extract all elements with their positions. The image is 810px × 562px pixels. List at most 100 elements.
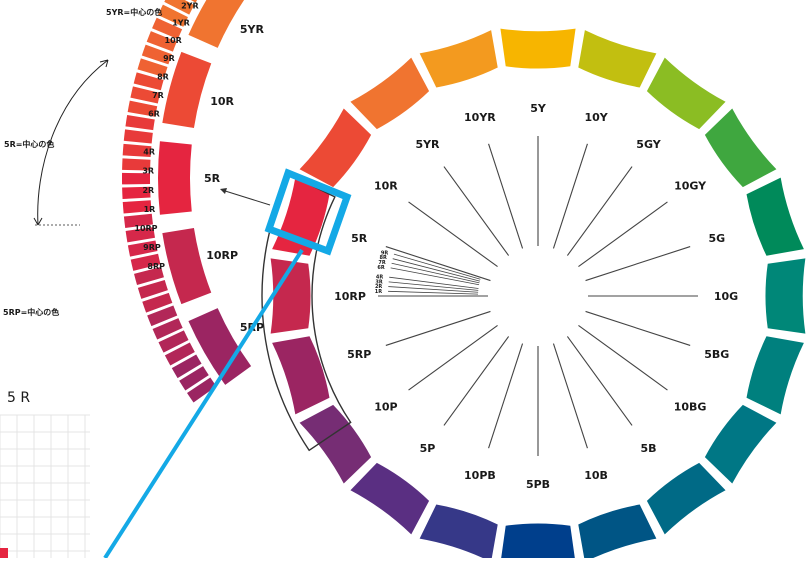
wheel-segment-5gy xyxy=(646,57,726,130)
sub-label-4r: 4R xyxy=(376,274,383,280)
sub-tick-9r xyxy=(393,253,481,280)
inset-strip xyxy=(133,72,164,91)
inset-small-label-1yr: 1YR xyxy=(172,18,190,27)
wheel-label-5yr: 5YR xyxy=(415,138,440,151)
wheel-segment-10gy xyxy=(704,108,777,188)
wheel-label-10gy: 10GY xyxy=(674,179,707,192)
highlight-marker xyxy=(103,168,352,560)
wheel-segment-5bg xyxy=(746,336,804,415)
spoke-5rp xyxy=(385,310,491,346)
inset-strip xyxy=(122,186,151,199)
spoke-10p xyxy=(408,324,498,391)
wheel-segment-5rp xyxy=(272,336,330,415)
wheel-label-10r: 10R xyxy=(374,179,398,192)
wheel-label-10g: 10G xyxy=(714,290,738,303)
sub-label-3r: 3R xyxy=(375,279,382,285)
inset-small-label-9rp: 9RP xyxy=(143,243,161,252)
wheel-label-5r: 5R xyxy=(351,232,368,245)
wheel-label-10b: 10B xyxy=(584,469,608,482)
spoke-10bg xyxy=(578,324,668,391)
inset-bottom-note: 5RP=中心の色 xyxy=(3,307,59,317)
spoke-10pb xyxy=(488,343,524,449)
inset-strip xyxy=(127,100,158,117)
wheel-segment-10yr xyxy=(419,30,498,88)
wheel-label-5g: 5G xyxy=(708,232,725,245)
spoke-5p xyxy=(443,336,510,426)
inset-strip xyxy=(123,213,153,228)
wheel-label-5rp: 5RP xyxy=(347,348,371,361)
spoke-5bg xyxy=(585,310,691,346)
sub-label-1r: 1R xyxy=(375,289,382,295)
inset-strip xyxy=(146,31,177,52)
wheel-label-5b: 5B xyxy=(640,442,656,455)
wheel-label-10pb: 10PB xyxy=(464,469,496,482)
inset-label-5r: 5R xyxy=(204,172,221,185)
wheel-segment-10r xyxy=(299,108,372,188)
inset-strip xyxy=(137,58,168,78)
wheel-segment-5y xyxy=(500,28,576,69)
spoke-5gy xyxy=(566,166,633,256)
inset-strip xyxy=(142,292,173,313)
color-swatch xyxy=(0,548,8,558)
inset-strip xyxy=(157,4,188,27)
inset-small-label-8rp: 8RP xyxy=(147,262,165,271)
inset-small-label-2r: 2R xyxy=(142,186,154,195)
wheel-segment-5g xyxy=(746,177,804,256)
inset-strip xyxy=(122,158,151,171)
arrow-head xyxy=(220,188,227,194)
inset-small-label-6r: 6R xyxy=(148,110,160,119)
spoke-10r xyxy=(408,201,498,268)
wheel-label-5pb: 5PB xyxy=(526,478,550,491)
inset-label-5yr: 5YR xyxy=(240,23,265,36)
inset-strip xyxy=(164,0,195,15)
wheel-label-5p: 5P xyxy=(420,442,436,455)
spoke-10gy xyxy=(578,201,668,268)
inset-range-arrow xyxy=(37,59,109,226)
hue-wheel-labels: 5Y 10Y 5GY 10GY 5G 10G 5BG 10BG 5B 10B 5PB 10PB 5P 10… xyxy=(334,102,738,491)
arrow-line xyxy=(221,189,271,206)
inset-small-label-10r: 10R xyxy=(165,36,182,45)
inset-strip xyxy=(127,240,158,257)
wheel-label-5gy: 5GY xyxy=(636,138,661,151)
wheel-segment-10bg xyxy=(704,404,777,484)
inset-strip xyxy=(190,0,198,3)
sub-tick-8r xyxy=(392,258,480,282)
sub-tick-3r xyxy=(388,281,479,291)
sub-tick-7r xyxy=(391,262,480,284)
inset-strip xyxy=(171,354,202,379)
inset-strip xyxy=(152,318,183,340)
inset-strip xyxy=(152,17,183,40)
spoke-5g xyxy=(585,246,691,282)
inset-segment-10rp xyxy=(162,228,212,305)
inset-strip xyxy=(130,86,161,104)
wheel-label-10rp: 10RP xyxy=(334,290,366,303)
sub-tick-6r xyxy=(390,267,480,286)
highlight-line xyxy=(103,248,304,560)
highlight-square xyxy=(264,168,352,256)
inset-small-label-2yr: 2YR xyxy=(181,1,199,10)
sub-label-9r: 9R xyxy=(381,250,388,256)
wheel-segment-10y xyxy=(578,30,657,88)
inset-strip xyxy=(164,342,195,366)
sub-label-2r: 2R xyxy=(375,284,382,290)
inset-small-label-1r: 1R xyxy=(144,205,156,214)
sub-label-8r: 8R xyxy=(380,255,387,261)
sub-label-6r: 6R xyxy=(377,265,384,271)
inset-strip xyxy=(130,253,161,271)
wheel-segment-10rp xyxy=(270,258,311,334)
wheel-segment-5p xyxy=(350,462,430,535)
inset-segment-5yr xyxy=(188,0,245,48)
spoke-5yr xyxy=(443,166,510,256)
inset-small-label-9r: 9R xyxy=(163,54,175,63)
wheel-label-10y: 10Y xyxy=(584,111,608,124)
inset-small-label-10rp: 10RP xyxy=(134,224,157,233)
inset-strip xyxy=(147,305,178,327)
wheel-label-10yr: 10YR xyxy=(464,111,496,124)
inset-strip xyxy=(121,172,151,185)
sub-tick-4r xyxy=(389,276,479,289)
inset-arrowhead-top xyxy=(99,59,109,68)
inset-small-label-8r: 8R xyxy=(157,72,169,81)
inset-segment-10r xyxy=(162,51,212,128)
